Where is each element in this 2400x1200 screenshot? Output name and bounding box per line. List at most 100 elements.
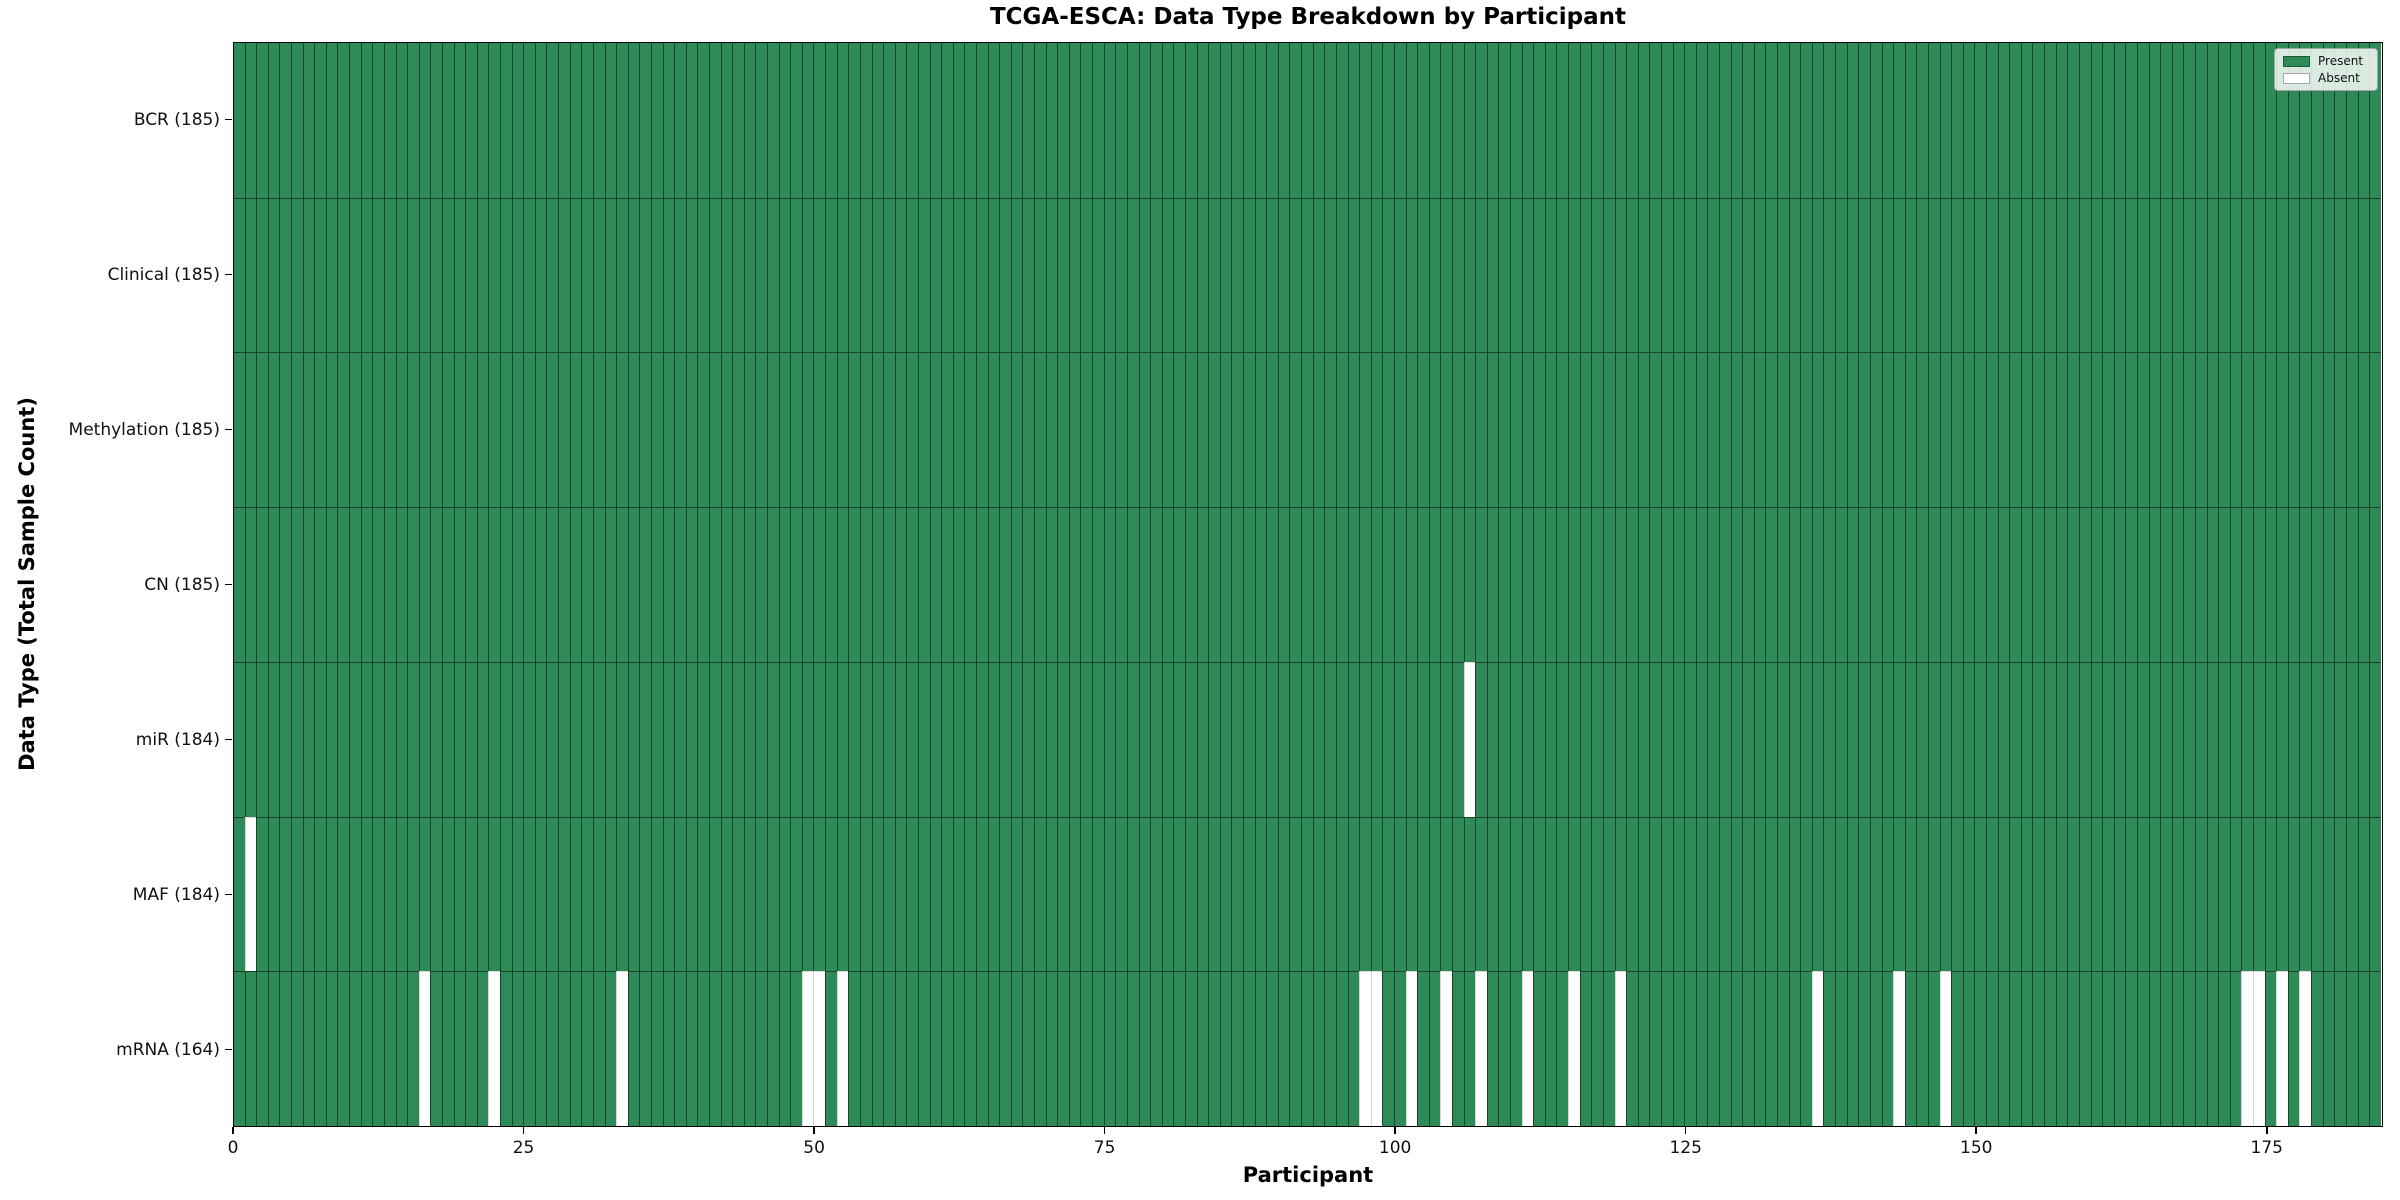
present-cell bbox=[801, 507, 814, 662]
present-cell bbox=[2299, 197, 2312, 353]
present-cell bbox=[1997, 43, 2010, 198]
present-cell bbox=[534, 971, 547, 1126]
present-cell bbox=[2160, 661, 2172, 817]
present-cell bbox=[1893, 197, 1905, 353]
present-cell bbox=[1835, 971, 1847, 1126]
present-cell bbox=[1115, 43, 1127, 198]
present-cell bbox=[1463, 507, 1476, 662]
present-cell bbox=[697, 661, 709, 817]
present-cell bbox=[2009, 43, 2021, 198]
present-cell bbox=[941, 971, 953, 1126]
present-cell bbox=[1579, 352, 1592, 508]
present-cell bbox=[1208, 971, 1220, 1126]
present-cell bbox=[1045, 971, 1058, 1126]
present-cell bbox=[1614, 43, 1627, 198]
present-cell bbox=[1417, 661, 1429, 817]
present-cell bbox=[2218, 661, 2230, 817]
present-cell bbox=[383, 816, 396, 972]
present-cell bbox=[1231, 197, 1244, 353]
present-cell bbox=[1939, 816, 1952, 972]
present-cell bbox=[2357, 352, 2370, 508]
present-cell bbox=[1370, 43, 1383, 198]
present-cell bbox=[1730, 197, 1743, 353]
present-cell bbox=[1324, 352, 1336, 508]
present-cell bbox=[1010, 816, 1023, 972]
present-cell bbox=[1370, 352, 1383, 508]
present-cell bbox=[2009, 197, 2021, 353]
present-cell bbox=[964, 507, 976, 662]
present-cell bbox=[1869, 816, 1882, 972]
present-cell bbox=[1080, 661, 1093, 817]
present-cell bbox=[1057, 971, 1069, 1126]
present-cell bbox=[1951, 816, 1963, 972]
present-cell bbox=[1359, 197, 1371, 353]
present-cell bbox=[267, 43, 280, 198]
present-cell bbox=[1289, 661, 1302, 817]
present-cell bbox=[2276, 352, 2288, 508]
present-cell bbox=[627, 197, 640, 353]
present-cell bbox=[511, 352, 524, 508]
present-cell bbox=[790, 661, 802, 817]
present-cell bbox=[1243, 43, 1255, 198]
present-cell bbox=[1289, 197, 1302, 353]
present-cell bbox=[2078, 352, 2091, 508]
present-cell bbox=[592, 43, 605, 198]
present-cell bbox=[720, 661, 733, 817]
present-cell bbox=[453, 352, 466, 508]
present-cell bbox=[1312, 507, 1325, 662]
present-cell bbox=[592, 352, 605, 508]
present-cell bbox=[2113, 352, 2126, 508]
present-cell bbox=[2136, 43, 2149, 198]
present-cell bbox=[674, 816, 686, 972]
present-cell bbox=[1962, 971, 1975, 1126]
present-cell bbox=[1393, 971, 1406, 1126]
present-cell bbox=[778, 816, 791, 972]
present-cell bbox=[2218, 352, 2230, 508]
present-cell bbox=[1986, 507, 1998, 662]
present-cell bbox=[987, 816, 1000, 972]
present-cell bbox=[476, 816, 489, 972]
present-cell bbox=[2206, 971, 2219, 1126]
present-cell bbox=[2055, 43, 2068, 198]
present-cell bbox=[790, 43, 802, 198]
present-cell bbox=[1846, 352, 1859, 508]
present-cell bbox=[256, 197, 268, 353]
present-cell bbox=[2113, 661, 2126, 817]
present-cell bbox=[1254, 197, 1267, 353]
present-cell bbox=[2345, 197, 2358, 353]
present-cell bbox=[883, 816, 895, 972]
present-cell bbox=[755, 197, 768, 353]
present-cell bbox=[1382, 971, 1394, 1126]
present-cell bbox=[1742, 507, 1754, 662]
present-cell bbox=[1626, 816, 1638, 972]
y-tick-mark bbox=[225, 893, 232, 896]
present-cell bbox=[1521, 507, 1534, 662]
present-cell bbox=[1753, 507, 1766, 662]
present-cell bbox=[2241, 816, 2254, 972]
present-cell bbox=[1335, 352, 1348, 508]
present-cell bbox=[1219, 43, 1232, 198]
present-cell bbox=[674, 43, 686, 198]
present-cell bbox=[2194, 43, 2207, 198]
present-cell bbox=[1080, 816, 1093, 972]
present-cell bbox=[1533, 971, 1545, 1126]
present-cell bbox=[1695, 661, 1708, 817]
present-cell bbox=[2032, 43, 2045, 198]
present-cell bbox=[1939, 352, 1952, 508]
present-cell bbox=[627, 507, 640, 662]
present-cell bbox=[616, 816, 628, 972]
present-cell bbox=[500, 816, 512, 972]
y-tick-label-Clinical: Clinical (185) bbox=[107, 264, 220, 285]
present-cell bbox=[952, 43, 965, 198]
present-cell bbox=[1695, 971, 1708, 1126]
present-cell bbox=[1498, 43, 1511, 198]
present-cell bbox=[1068, 352, 1081, 508]
present-cell bbox=[1544, 971, 1557, 1126]
present-cell bbox=[558, 816, 570, 972]
present-cell bbox=[708, 43, 721, 198]
present-cell bbox=[2078, 43, 2091, 198]
present-cell bbox=[558, 971, 570, 1126]
present-cell bbox=[767, 197, 779, 353]
absent-cell bbox=[813, 971, 826, 1126]
present-cell bbox=[546, 816, 559, 972]
